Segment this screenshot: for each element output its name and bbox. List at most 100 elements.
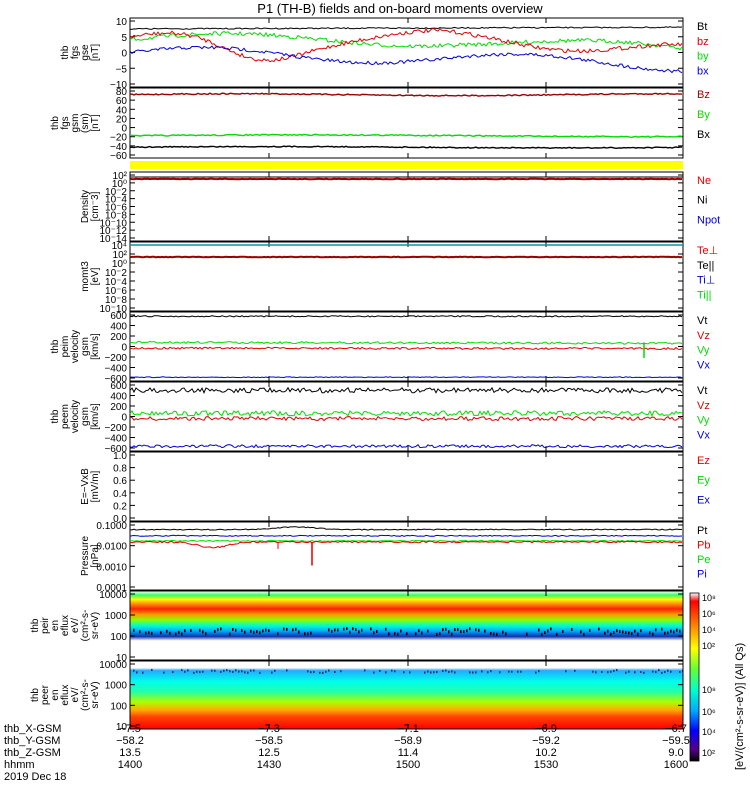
spectrogram-speckle <box>178 630 180 634</box>
spectrogram-speckle <box>442 669 444 672</box>
y-axis-label: peer <box>40 684 51 705</box>
spectrogram-ion <box>130 591 683 660</box>
trace-bx <box>129 45 683 74</box>
y-tick-label: 10⁻12 <box>99 226 127 237</box>
y-tick-label: −400 <box>104 434 127 445</box>
panel-fgs: 10 5 0 −5 −10 thb fgs gse [nT] Bt bz by bx <box>60 17 709 91</box>
spectrogram-speckle <box>310 671 312 674</box>
legend-te⊥: Te⊥ <box>697 245 718 257</box>
spectrogram-speckle <box>343 627 345 631</box>
spectrogram-speckle <box>319 671 321 674</box>
spectrogram-speckle <box>454 628 456 632</box>
y-tick-label: 0 <box>121 124 127 135</box>
spectrogram-speckle <box>217 628 219 632</box>
y-tick-label: 10⁻10 <box>99 218 127 229</box>
x-tick-ygsm: −58.2 <box>116 735 144 747</box>
spectrogram-speckle <box>340 670 342 673</box>
spectrogram-speckle <box>259 631 261 635</box>
y-axis-label: [nT] <box>90 114 101 131</box>
y-tick-label: 10⁻6 <box>105 203 127 214</box>
panel-frame <box>129 171 684 242</box>
spectrogram-speckle <box>658 669 660 672</box>
spectrogram-speckle <box>454 671 456 674</box>
x-tick-zgsm: 11.4 <box>398 747 419 759</box>
spectrogram-speckle <box>475 671 477 674</box>
y-axis-label: [nT] <box>90 44 101 61</box>
y-tick-label: 10⁻2 <box>105 187 127 198</box>
spectrogram-speckle <box>640 671 642 674</box>
spectrogram-speckle <box>295 627 297 631</box>
y-axis-label: sr-eV) <box>90 681 101 708</box>
x-tick-hhmm: 1430 <box>257 759 281 771</box>
x-tick-xgsm: −6.7 <box>665 723 687 735</box>
trace-bz-gsm <box>129 92 682 97</box>
y-tick-label: 10000 <box>99 590 127 601</box>
spectrogram-speckle <box>634 671 636 674</box>
spectrogram-speckle <box>292 628 294 632</box>
y-tick-label: −600 <box>104 444 127 455</box>
spectrogram-speckle <box>415 632 417 636</box>
y-tick-label: −200 <box>104 353 127 364</box>
y-tick-label: 10⁻14 <box>99 234 127 245</box>
spectrogram-speckle <box>265 628 267 632</box>
spectrogram-speckle <box>397 632 399 636</box>
spectrogram-speckle <box>652 632 654 636</box>
spectrogram-speckle <box>229 670 231 673</box>
colorbar-tick: 10² <box>702 641 715 651</box>
spectrogram-speckle <box>613 669 615 672</box>
y-tick-label: 0 <box>121 413 127 424</box>
spectrogram-speckle <box>538 670 540 673</box>
y-axis-label: peim <box>60 336 71 358</box>
spectrogram-speckle <box>283 627 285 631</box>
spectrogram-speckle <box>556 632 558 636</box>
legend-vz: Vz <box>697 330 710 342</box>
spectrogram-speckle <box>511 670 513 673</box>
spectrogram-speckle <box>526 632 528 636</box>
colorbar-tick: 10⁶ <box>702 707 716 717</box>
trace-vx-peim <box>130 376 683 379</box>
spectrogram-speckle <box>547 629 549 633</box>
spectrogram-electron <box>130 661 683 729</box>
legend-vy: Vy <box>697 345 710 357</box>
spectrogram-speckle <box>247 671 249 674</box>
spectrogram-speckle <box>334 628 336 632</box>
spectrogram-speckle <box>427 629 429 633</box>
legend-vz: Vz <box>697 400 710 412</box>
legend-vx: Vx <box>697 359 710 371</box>
spectrogram-speckle <box>163 671 165 674</box>
y-tick-label: 0 <box>121 343 127 354</box>
plot-title: P1 (TH-B) fields and on-board moments ov… <box>257 1 543 16</box>
y-tick-label: 10⁻6 <box>105 286 127 297</box>
legend-by: by <box>697 51 709 63</box>
y-tick-label: 10⁻2 <box>105 268 127 279</box>
y-tick-label: 0.1000 <box>96 521 127 532</box>
colorbar-tick: 10⁶ <box>702 609 716 619</box>
spectrogram-speckle <box>664 631 666 635</box>
legend-vt: Vt <box>697 385 707 397</box>
legend-pe: Pe <box>697 554 710 566</box>
y-axis-label: thb <box>50 409 61 423</box>
y-tick-label: −10 <box>110 80 127 91</box>
spectrogram-speckle <box>253 630 255 634</box>
spectrogram-speckle <box>538 628 540 632</box>
y-axis-label: thb <box>30 618 41 632</box>
y-axis-label: Density <box>80 190 91 223</box>
x-date-label: 2019 Dec 18 <box>4 771 66 783</box>
spectrogram-speckle <box>304 632 306 636</box>
spectrogram-speckle <box>601 671 603 674</box>
spectrogram-speckle <box>445 627 447 631</box>
spectrogram-speckle <box>193 671 195 674</box>
spectrogram-speckle <box>187 669 189 672</box>
spectrogram-speckle <box>133 669 135 672</box>
spectrogram-speckle <box>373 631 375 635</box>
spectrogram-speckle <box>244 671 246 674</box>
y-tick-label: 10⁻4 <box>105 195 127 206</box>
spectrogram-speckle <box>613 630 615 634</box>
y-axis-label: [km/s] <box>90 333 101 360</box>
y-tick-label: 0.0100 <box>96 542 127 553</box>
spectrogram-speckle <box>664 671 666 674</box>
y-axis-label: [cm⁻3] <box>90 191 101 221</box>
spectrogram-speckle <box>652 670 654 673</box>
colorbar-tick: 10⁸ <box>702 593 716 603</box>
